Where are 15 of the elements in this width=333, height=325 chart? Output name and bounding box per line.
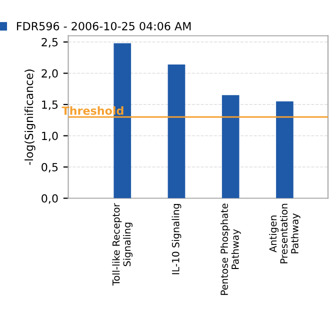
y-tick-label: 2,5 (42, 38, 58, 48)
y-tick-label: 1,0 (42, 132, 58, 142)
y-tick-label: 0,0 (42, 194, 58, 204)
bar (276, 101, 294, 198)
y-axis-title: -log(Significance) (24, 70, 36, 165)
bar (222, 95, 240, 198)
y-tick-label: 2,0 (42, 69, 58, 79)
y-tick-label: 0,5 (42, 162, 58, 173)
bar (168, 64, 186, 198)
legend-label: FDR596 - 2006-10-25 04:06 AM (17, 22, 191, 30)
x-tick-label: Pentose Phosphate Pathway (220, 204, 241, 295)
x-tick-label: Toll-like Receptor Signaling (112, 203, 133, 286)
x-tick-label: IL-10 Signaling (172, 204, 182, 274)
y-tick-label: 1,5 (42, 100, 58, 110)
x-tick-label: Antigen Presentation Pathway (269, 204, 300, 264)
